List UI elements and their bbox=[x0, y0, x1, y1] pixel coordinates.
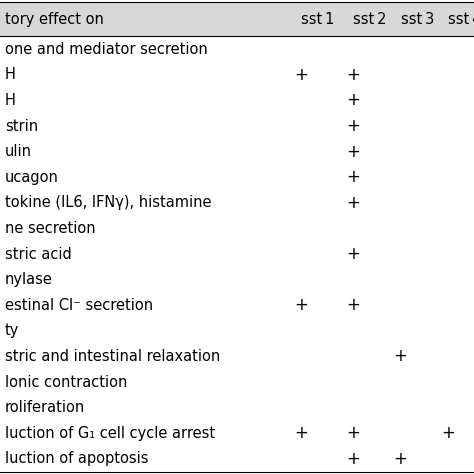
Text: +: + bbox=[346, 424, 360, 442]
Text: nylase: nylase bbox=[5, 272, 53, 287]
Text: +: + bbox=[346, 117, 360, 135]
Text: +: + bbox=[346, 194, 360, 212]
Text: sst 2: sst 2 bbox=[353, 12, 387, 27]
Text: sst 4: sst 4 bbox=[448, 12, 474, 27]
Text: sst 1: sst 1 bbox=[301, 12, 334, 27]
Text: +: + bbox=[441, 424, 455, 442]
Text: +: + bbox=[294, 424, 308, 442]
Text: +: + bbox=[346, 450, 360, 468]
Text: H: H bbox=[5, 93, 16, 108]
Text: stric acid: stric acid bbox=[5, 246, 72, 262]
Text: strin: strin bbox=[5, 118, 38, 134]
Text: +: + bbox=[294, 66, 308, 84]
Text: ulin: ulin bbox=[5, 144, 32, 159]
FancyBboxPatch shape bbox=[0, 2, 474, 36]
Text: ucagon: ucagon bbox=[5, 170, 59, 185]
Text: sst 3: sst 3 bbox=[401, 12, 434, 27]
Text: lonic contraction: lonic contraction bbox=[5, 374, 127, 390]
Text: estinal Cl⁻ secretion: estinal Cl⁻ secretion bbox=[5, 298, 153, 313]
Text: luction of apoptosis: luction of apoptosis bbox=[5, 451, 148, 466]
Text: ty: ty bbox=[5, 323, 19, 338]
Text: +: + bbox=[346, 143, 360, 161]
Text: stric and intestinal relaxation: stric and intestinal relaxation bbox=[5, 349, 220, 364]
Text: +: + bbox=[346, 296, 360, 314]
Text: +: + bbox=[346, 66, 360, 84]
Text: +: + bbox=[393, 450, 408, 468]
Text: +: + bbox=[346, 168, 360, 186]
Text: one and mediator secretion: one and mediator secretion bbox=[5, 42, 208, 57]
Text: tory effect on: tory effect on bbox=[5, 12, 104, 27]
Text: +: + bbox=[346, 245, 360, 263]
Text: +: + bbox=[393, 347, 408, 365]
Text: +: + bbox=[346, 91, 360, 109]
Text: roliferation: roliferation bbox=[5, 400, 85, 415]
Text: H: H bbox=[5, 67, 16, 82]
Text: ne secretion: ne secretion bbox=[5, 221, 95, 236]
Text: +: + bbox=[294, 296, 308, 314]
Text: tokine (IL6, IFNγ), histamine: tokine (IL6, IFNγ), histamine bbox=[5, 195, 211, 210]
Text: luction of G₁ cell cycle arrest: luction of G₁ cell cycle arrest bbox=[5, 426, 215, 441]
